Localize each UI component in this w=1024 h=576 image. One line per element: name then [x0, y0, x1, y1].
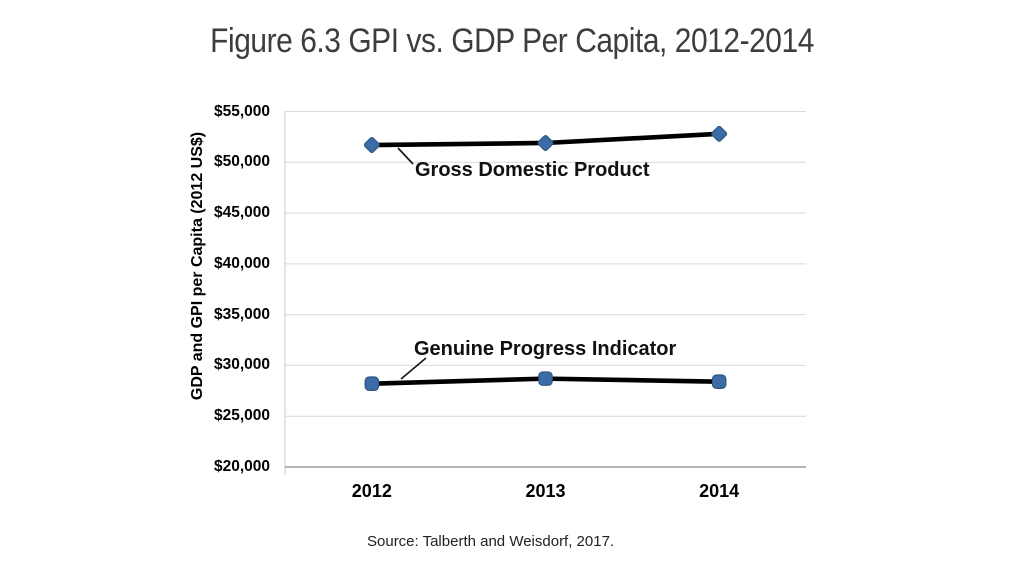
x-tick-label: 2014: [699, 481, 740, 501]
series-label-gpi: Genuine Progress Indicator: [414, 338, 677, 360]
annotation-leader-line: [400, 357, 427, 380]
y-tick-label: $45,000: [213, 204, 270, 222]
annotation-leader-line: [397, 147, 414, 165]
x-tick-label: 2012: [351, 481, 392, 501]
data-point-marker-diamond: [363, 137, 380, 153]
x-tick-label: 2013: [525, 481, 566, 501]
y-tick-label: $55,000: [213, 102, 270, 120]
data-point-marker-square: [711, 374, 727, 389]
source-note: Source: Talberth and Weisdorf, 2017.: [367, 533, 615, 550]
figure-title: Figure 6.3 GPI vs. GDP Per Capita, 2012-…: [0, 22, 1024, 61]
y-tick-label: $20,000: [213, 458, 270, 475]
y-tick-label: $30,000: [213, 356, 270, 374]
data-point-marker-square: [538, 371, 553, 386]
data-point-marker-square: [364, 376, 380, 392]
y-tick-label: $25,000: [213, 407, 270, 425]
data-point-marker-diamond: [537, 135, 554, 151]
data-point-marker-diamond: [711, 125, 728, 142]
y-tick-label: $40,000: [213, 254, 270, 272]
y-tick-label: $35,000: [213, 305, 270, 323]
series-label-gdp: Gross Domestic Product: [415, 159, 650, 181]
figure-title-text: Figure 6.3 GPI vs. GDP Per Capita, 2012-…: [210, 22, 814, 60]
y-tick-label: $50,000: [213, 153, 270, 171]
